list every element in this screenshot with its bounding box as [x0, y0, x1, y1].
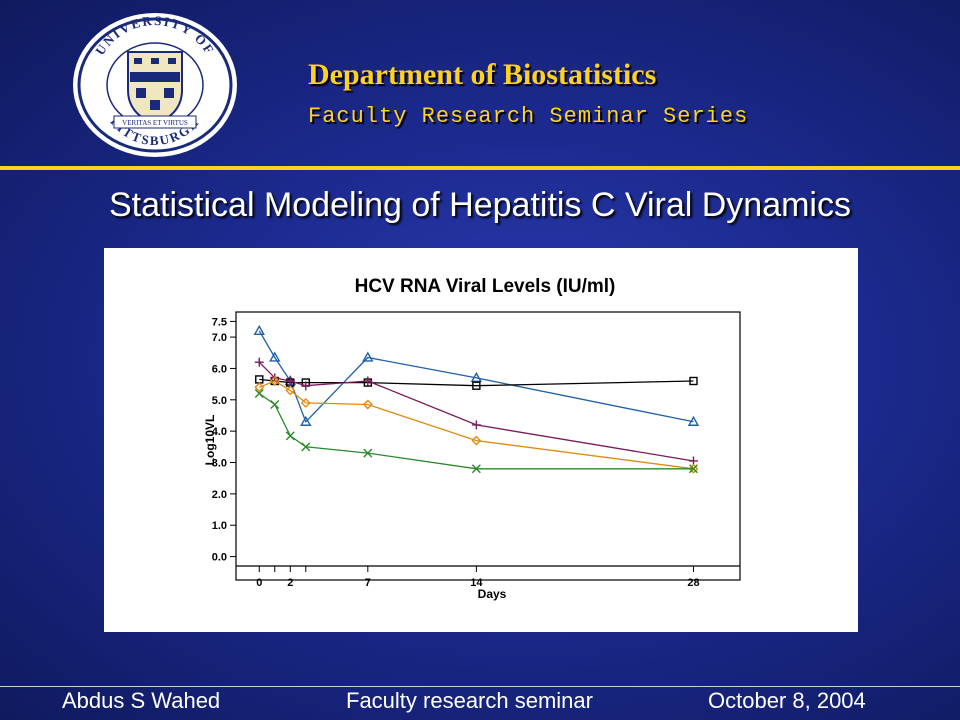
x-tick-label: 2	[287, 577, 293, 589]
data-point-triangle	[687, 415, 700, 426]
data-point-x	[301, 442, 311, 452]
data-point-diamond	[362, 399, 373, 410]
series-line	[259, 380, 694, 470]
data-point-diamond	[300, 397, 311, 408]
x-axis-ticks: 0 2 7 14 28	[256, 566, 700, 589]
data-point-square	[472, 381, 481, 390]
seal-motto: VERITAS ET VIRTUS	[122, 119, 188, 127]
data-point-diamond	[471, 435, 482, 446]
y-tick-label: 3.0	[212, 458, 227, 470]
chart-panel: HCV RNA Viral Levels (IU/ml) Log10VL Day…	[104, 248, 858, 632]
data-point-triangle	[269, 351, 281, 362]
data-point-plus	[471, 420, 481, 430]
y-tick-label: 0.0	[212, 552, 227, 564]
y-tick-label: 2.0	[212, 489, 227, 501]
x-tick-label: 28	[687, 577, 699, 589]
university-seal: UNIVERSITY OF PITTSBURGH VERITAS ET VIRT…	[73, 13, 237, 157]
series-triangle	[253, 324, 700, 426]
y-axis-ticks: 0.0 1.0 2.0 3.0 4.0 5.0 6.0 7.0 7.5	[212, 316, 236, 564]
viral-levels-chart: HCV RNA Viral Levels (IU/ml) Log10VL Day…	[203, 276, 741, 601]
y-tick-label: 6.0	[212, 363, 227, 375]
data-point-x	[285, 431, 295, 441]
y-tick-label: 1.0	[212, 520, 227, 532]
series-layer	[253, 324, 700, 474]
x-tick-label: 0	[256, 577, 262, 589]
series-diamond	[254, 375, 699, 474]
data-point-plus	[285, 376, 295, 386]
series-line	[258, 361, 694, 462]
footer-event: Faculty research seminar	[346, 688, 593, 713]
x-tick-label: 14	[470, 577, 483, 589]
y-tick-label: 5.0	[212, 395, 227, 407]
footer-date: October 8, 2004	[708, 688, 866, 713]
plot-frame	[235, 311, 741, 581]
footer-author: Abdus S Wahed	[62, 688, 221, 713]
y-tick-label: 7.5	[212, 316, 227, 328]
data-point-x	[471, 464, 481, 474]
series-line	[258, 392, 694, 470]
y-axis-label: Log10VL	[203, 415, 217, 466]
data-point-plus	[363, 376, 373, 386]
data-point-triangle	[300, 415, 312, 426]
footer-divider	[0, 686, 960, 687]
data-point-plus	[254, 357, 264, 367]
data-point-diamond	[285, 385, 296, 396]
department-title: Department of Biostatistics	[308, 58, 657, 91]
data-point-triangle	[470, 371, 483, 383]
data-point-triangle	[253, 324, 265, 336]
data-point-x	[688, 464, 698, 474]
y-tick-label: 7.0	[212, 332, 227, 344]
x-axis-label: Days	[478, 587, 507, 601]
header-divider	[0, 166, 960, 170]
data-point-diamond	[254, 382, 265, 393]
x-tick-label: 7	[365, 577, 371, 589]
series-line	[258, 330, 694, 423]
data-point-x	[254, 389, 264, 399]
data-point-plus	[301, 381, 311, 391]
y-tick-label: 4.0	[212, 426, 227, 438]
slide-title: Statistical Modeling of Hepatitis C Vira…	[109, 186, 851, 224]
data-point-diamond	[269, 375, 280, 386]
data-point-x	[270, 400, 280, 410]
data-point-square	[689, 376, 698, 386]
chart-title: HCV RNA Viral Levels (IU/ml)	[355, 276, 616, 297]
series-x	[254, 389, 698, 474]
seminar-series-subtitle: Faculty Research Seminar Series	[308, 104, 749, 129]
data-point-diamond	[688, 463, 699, 474]
data-point-triangle	[362, 351, 374, 362]
data-point-x	[363, 448, 373, 458]
